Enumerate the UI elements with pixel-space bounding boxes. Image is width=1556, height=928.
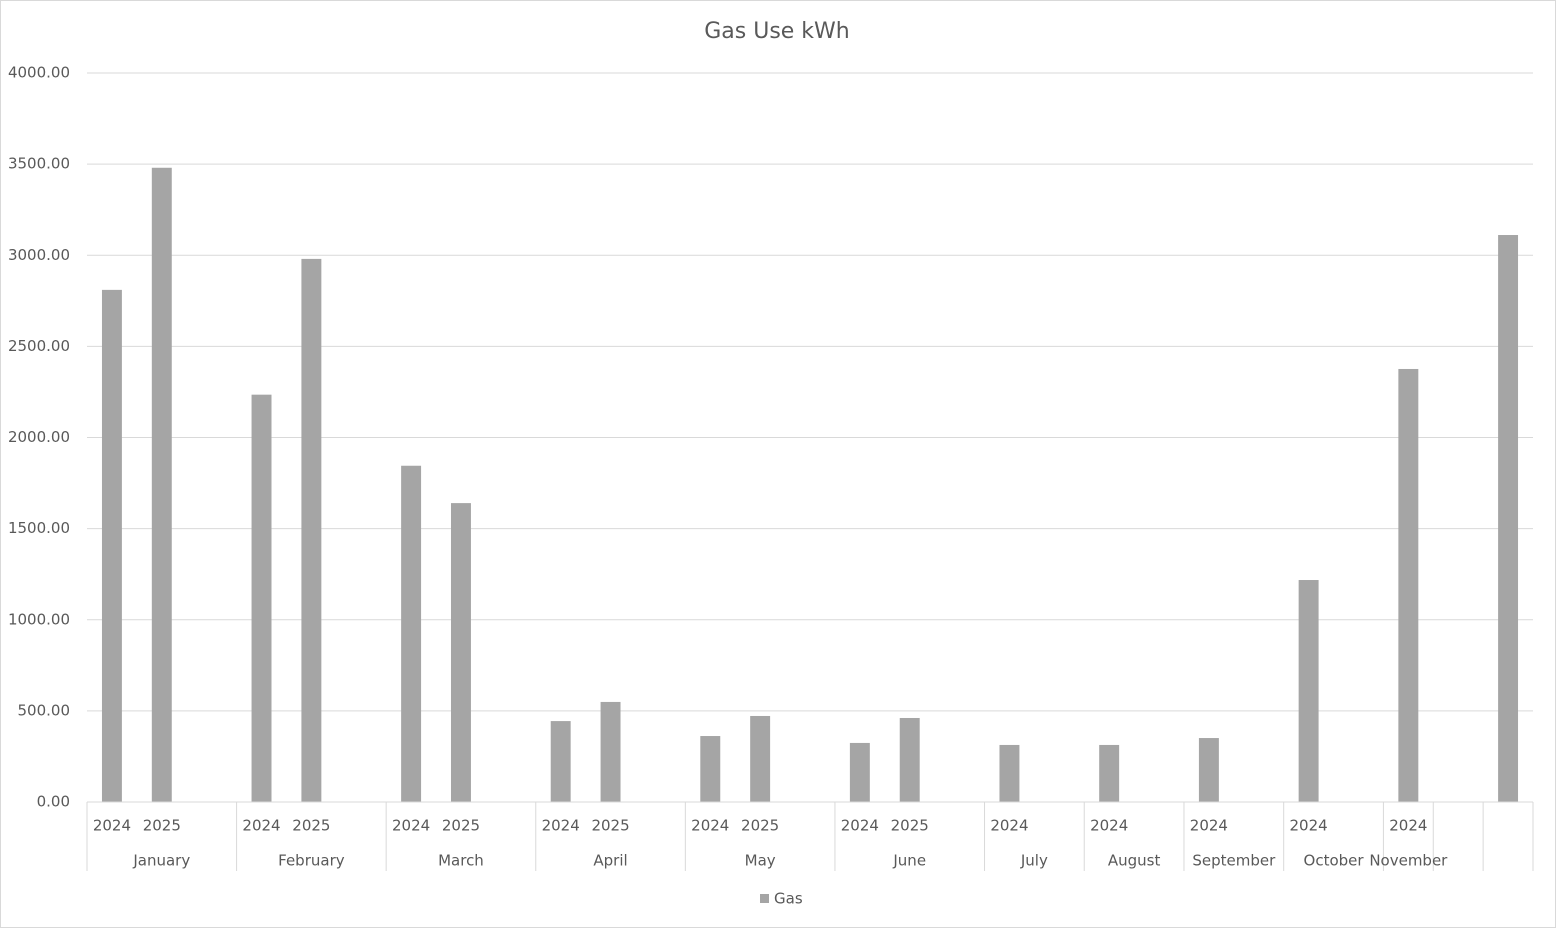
bar [1498, 235, 1519, 802]
x-group-label: February [278, 852, 345, 870]
x-group-label: October [1304, 852, 1365, 870]
y-tick-label: 2500.00 [8, 337, 70, 355]
bar [450, 503, 471, 802]
y-tick-label: 500.00 [18, 701, 71, 719]
bar [700, 736, 721, 802]
x-group-label: June [892, 852, 926, 870]
bar [1198, 738, 1219, 802]
x-tick-label: 2025 [891, 817, 929, 835]
y-tick-label: 0.00 [37, 793, 70, 811]
x-tick-label: 2025 [143, 817, 181, 835]
y-tick-label: 1500.00 [8, 519, 70, 537]
x-group-label: September [1192, 852, 1276, 870]
x-tick-label: 2024 [1389, 817, 1427, 835]
bar [899, 717, 920, 802]
bar [1099, 744, 1120, 802]
x-tick-label: 2024 [542, 817, 580, 835]
bar [251, 394, 272, 802]
x-group-label: July [1020, 852, 1048, 870]
x-group-label: May [745, 852, 776, 870]
x-tick-label: 2024 [841, 817, 879, 835]
bar [600, 701, 621, 802]
x-tick-label: 2025 [292, 817, 330, 835]
bar [1398, 368, 1419, 802]
x-group-label: August [1108, 852, 1161, 870]
bar [151, 167, 172, 802]
y-tick-label: 2000.00 [8, 428, 70, 446]
x-group-label: January [132, 852, 190, 870]
y-tick-label: 1000.00 [8, 610, 70, 628]
legend-label: Gas [774, 890, 803, 908]
bar [401, 465, 422, 802]
chart-title: Gas Use kWh [704, 19, 850, 44]
legend-swatch [760, 894, 769, 903]
x-tick-label: 2024 [93, 817, 131, 835]
x-tick-label: 2025 [442, 817, 480, 835]
bar [750, 715, 771, 802]
x-group-label: March [438, 852, 484, 870]
bar [1298, 580, 1319, 802]
y-tick-label: 4000.00 [8, 64, 70, 82]
x-tick-label: 2024 [1290, 817, 1328, 835]
y-tick-label: 3000.00 [8, 246, 70, 264]
bar [849, 742, 870, 802]
x-tick-label: 2024 [1090, 817, 1128, 835]
bar [101, 289, 122, 802]
x-tick-label: 2024 [990, 817, 1028, 835]
x-group-label: November [1369, 852, 1448, 870]
bar [550, 721, 571, 802]
x-tick-label: 2024 [691, 817, 729, 835]
x-tick-label: 2025 [741, 817, 779, 835]
x-group-label: April [593, 852, 627, 870]
bar [999, 744, 1020, 802]
x-tick-label: 2025 [591, 817, 629, 835]
x-tick-label: 2024 [242, 817, 280, 835]
y-tick-label: 3500.00 [8, 155, 70, 173]
x-tick-label: 2024 [392, 817, 430, 835]
bar [301, 258, 322, 802]
x-tick-label: 2024 [1190, 817, 1228, 835]
